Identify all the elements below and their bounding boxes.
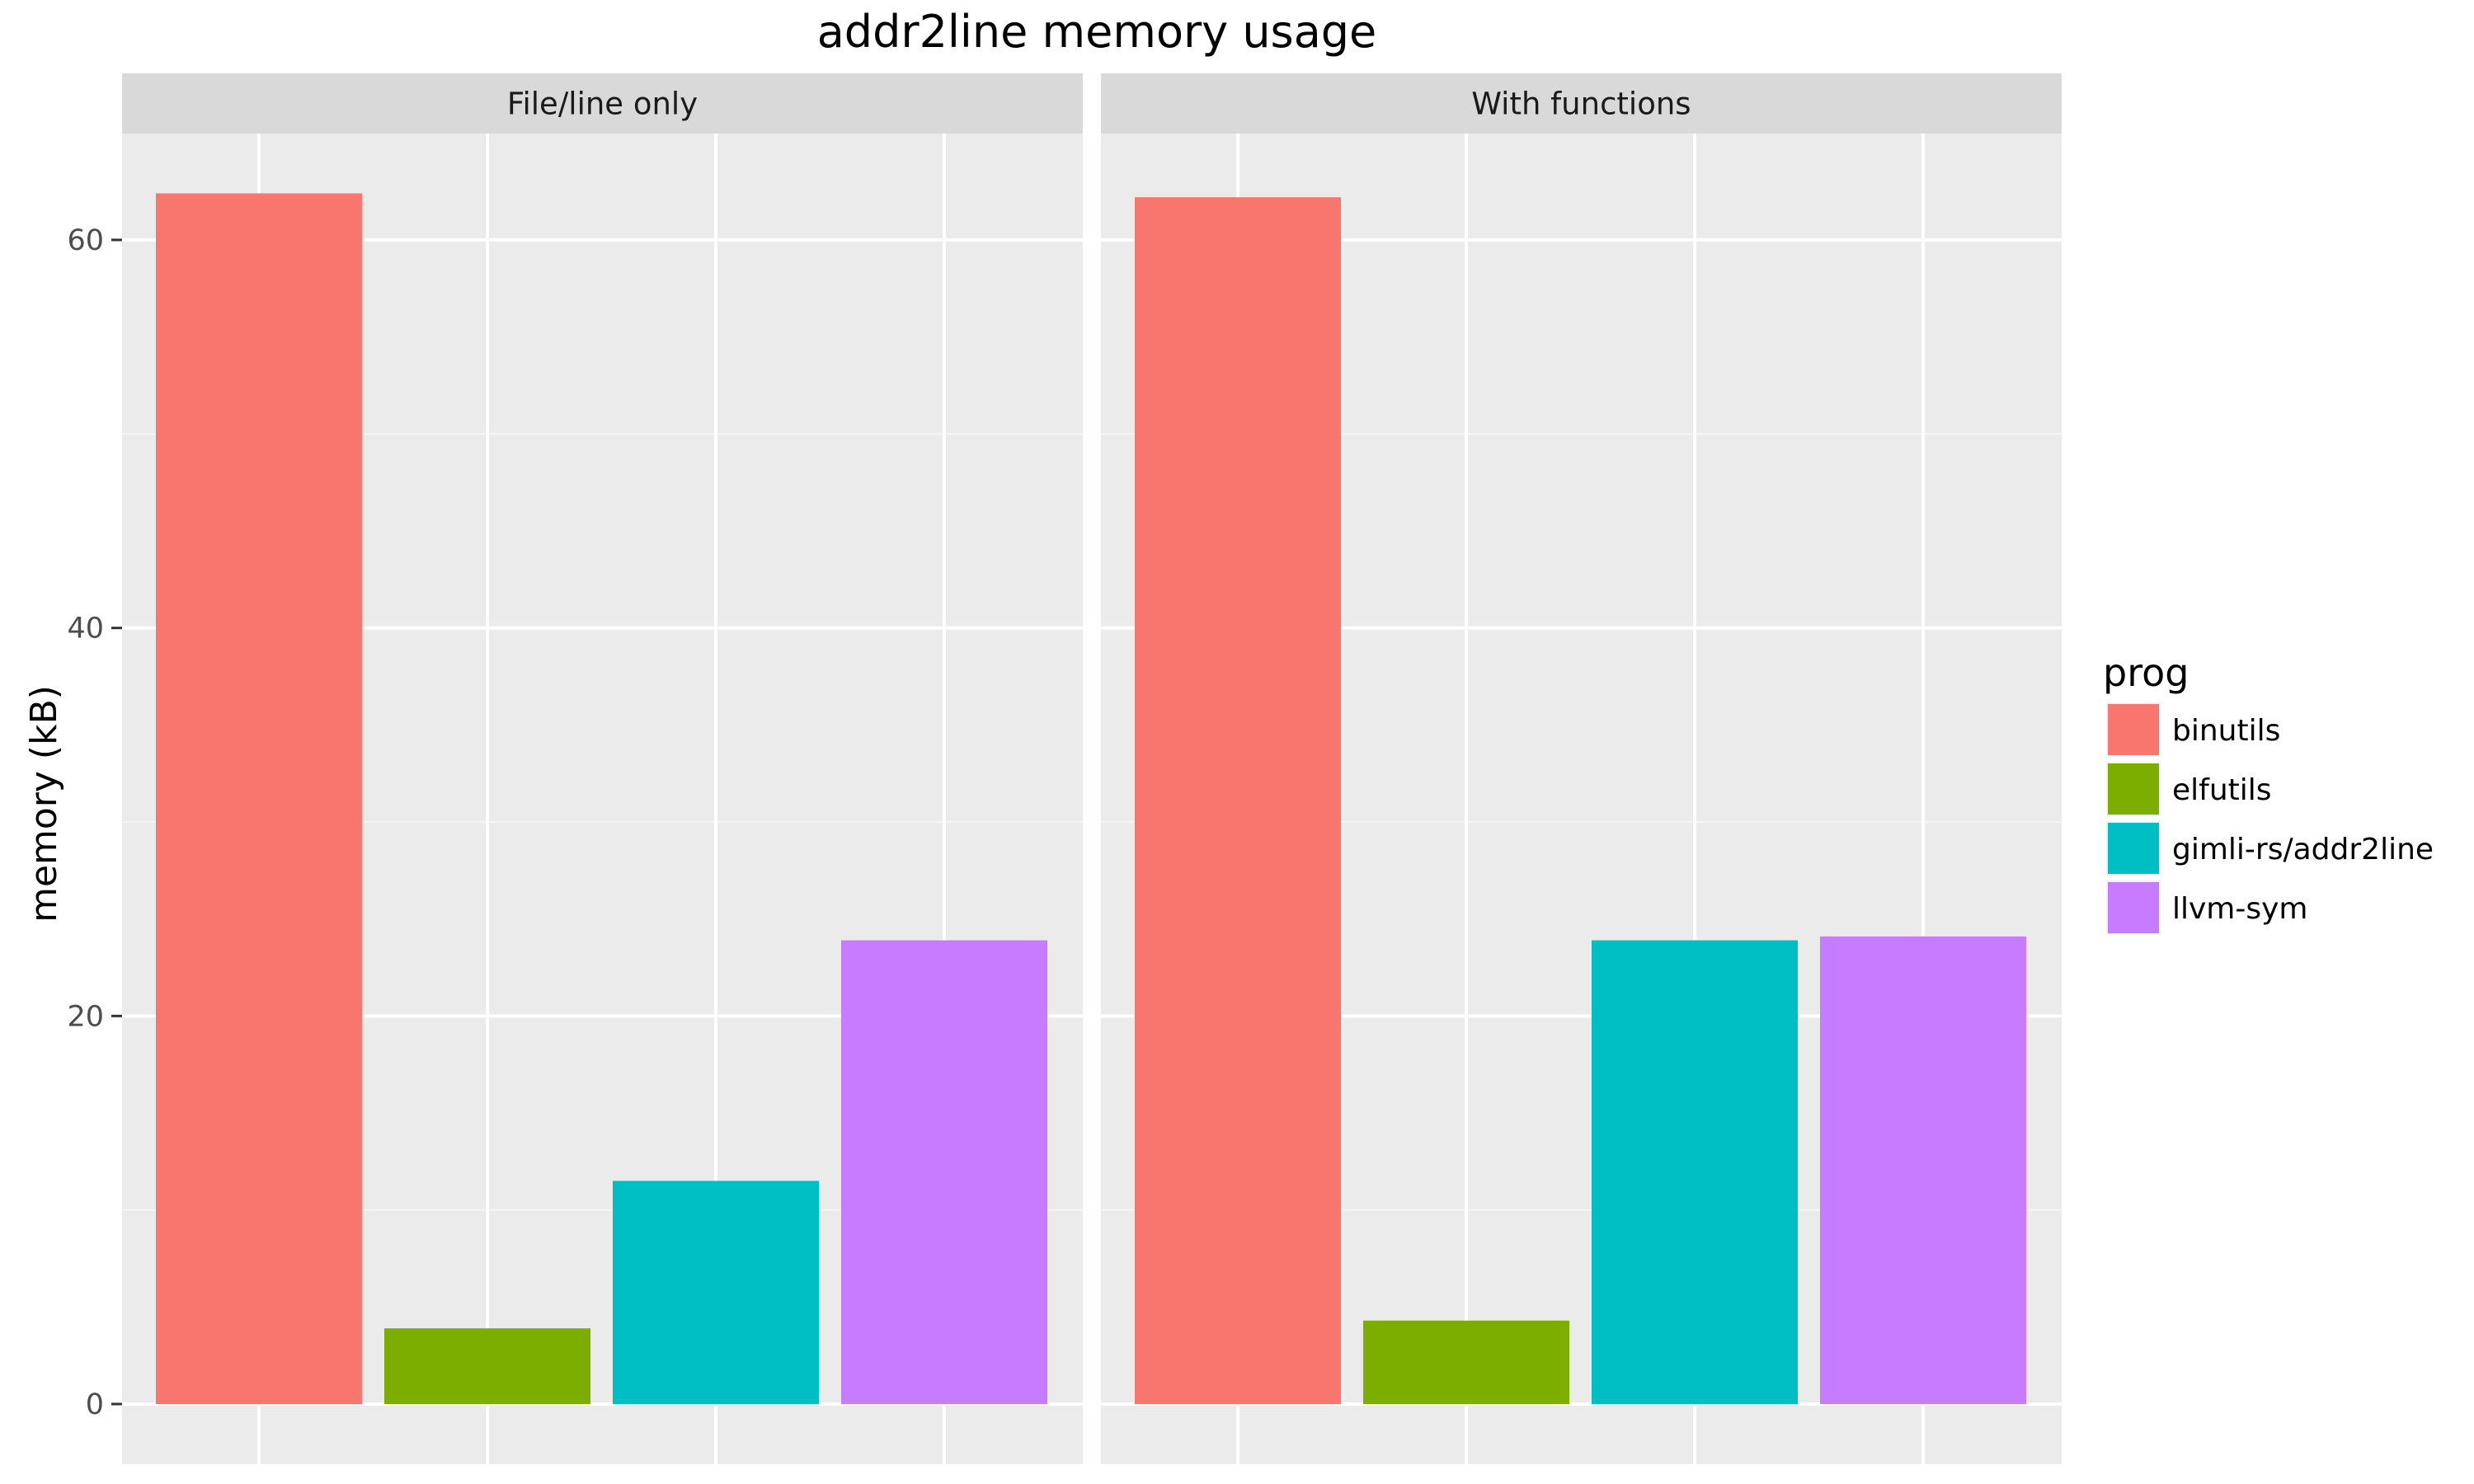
legend-label: llvm-sym <box>2172 892 2308 926</box>
facet-label: File/line only <box>507 87 698 122</box>
facet-strip <box>1101 73 2062 134</box>
facet-panel: With functions <box>1101 73 2062 1464</box>
legend-label: elfutils <box>2172 773 2272 807</box>
legend-swatch <box>2108 882 2159 933</box>
facet-panel: File/line only <box>122 73 1083 1464</box>
bar-binutils <box>1135 197 1341 1404</box>
bar-gimli-rs-addr2line <box>613 1181 819 1404</box>
legend: prog binutils elfutils gimli-rs/addr2line ll… <box>2103 650 2434 935</box>
legend-title: prog <box>2103 650 2189 695</box>
facet-panels: File/line only With functions <box>122 73 2062 1464</box>
legend-swatch <box>2108 763 2159 815</box>
bar-binutils <box>156 193 362 1404</box>
y-axis: 0 20 40 60 <box>67 224 122 1421</box>
bar-elfutils <box>384 1328 590 1404</box>
legend-label: gimli-rs/addr2line <box>2172 833 2434 866</box>
bar-llvm-sym <box>1820 936 2026 1404</box>
bar-gimli-rs-addr2line <box>1592 940 1798 1404</box>
facet-label: With functions <box>1471 87 1691 122</box>
y-axis-title: memory (kB) <box>23 685 65 923</box>
legend-swatch <box>2108 823 2159 874</box>
legend-label: binutils <box>2172 714 2280 748</box>
y-tick-label: 20 <box>67 1000 104 1033</box>
legend-swatch <box>2108 704 2159 755</box>
bar-elfutils <box>1363 1320 1569 1404</box>
y-tick-label: 60 <box>67 224 104 257</box>
bar-llvm-sym <box>841 940 1047 1404</box>
y-tick-label: 0 <box>86 1388 104 1421</box>
facet-strip <box>122 73 1083 134</box>
chart-title: addr2line memory usage <box>817 6 1377 58</box>
y-tick-label: 40 <box>67 613 104 646</box>
